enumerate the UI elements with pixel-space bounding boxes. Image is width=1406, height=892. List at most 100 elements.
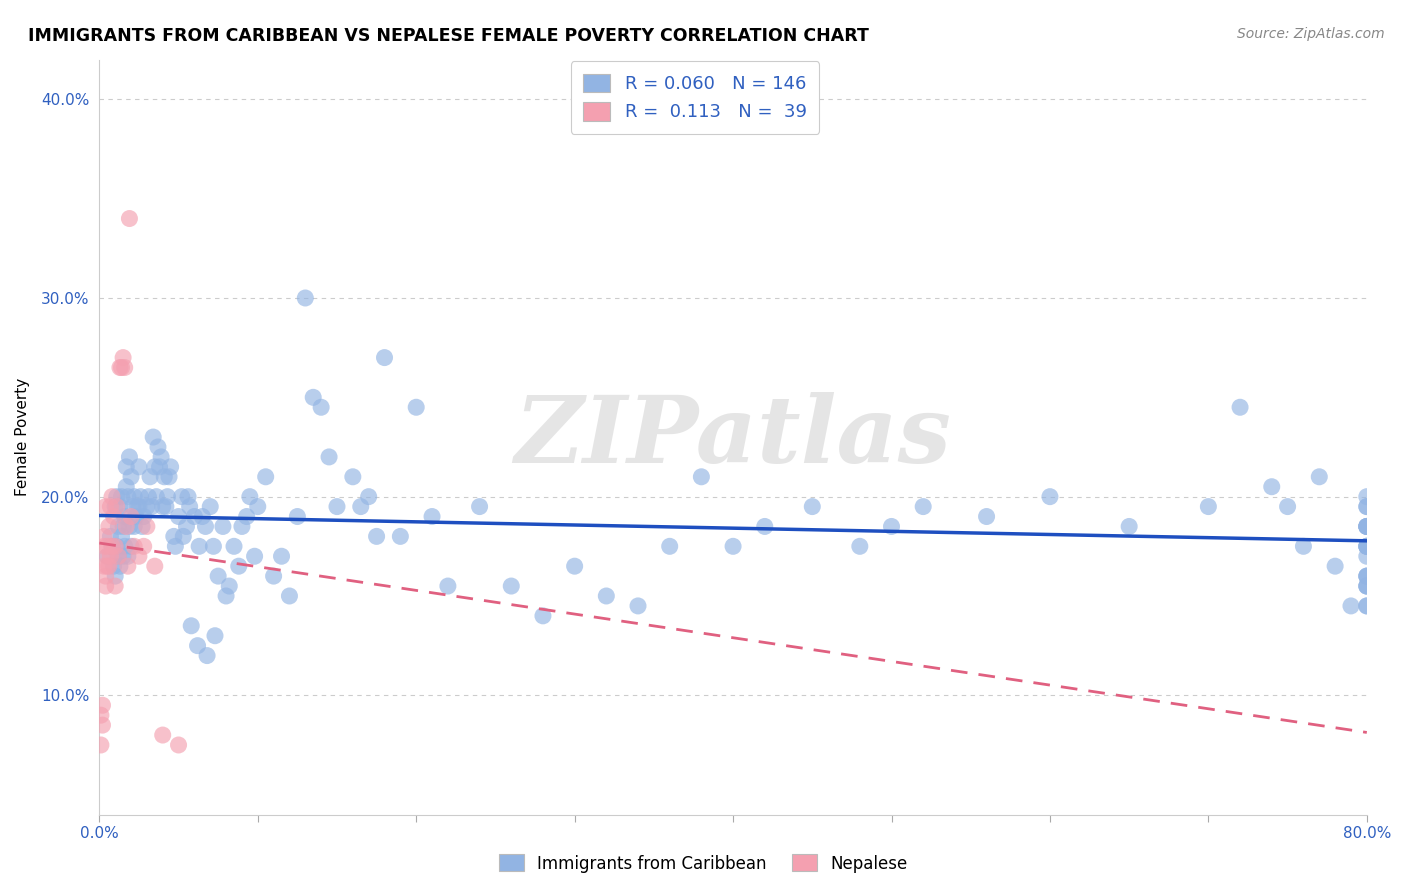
Point [373, 351, 395, 365]
Point [172, 529, 194, 543]
Point [128, 500, 150, 514]
Point [132, 539, 155, 553]
Point [101, 539, 124, 553]
Point [1355, 490, 1378, 504]
Point [104, 500, 127, 514]
Point [191, 509, 214, 524]
Point [1229, 401, 1251, 415]
Point [468, 500, 491, 514]
Point [100, 529, 122, 543]
Point [142, 430, 165, 444]
Point [122, 519, 145, 533]
Point [112, 351, 135, 365]
Point [120, 509, 142, 524]
Point [115, 459, 138, 474]
Point [143, 459, 166, 474]
Point [94, 579, 117, 593]
Point [207, 569, 229, 583]
Point [108, 360, 131, 375]
Point [1355, 549, 1378, 564]
Point [103, 559, 125, 574]
Point [108, 500, 131, 514]
Point [128, 549, 150, 564]
Point [215, 589, 238, 603]
Point [122, 490, 145, 504]
Point [100, 549, 122, 564]
Point [180, 619, 202, 633]
Point [120, 470, 142, 484]
Point [1355, 569, 1378, 583]
Point [200, 500, 222, 514]
Point [112, 549, 135, 564]
Point [110, 490, 132, 504]
Point [1340, 599, 1362, 613]
Point [96, 549, 118, 564]
Legend: Immigrants from Caribbean, Nepalese: Immigrants from Caribbean, Nepalese [492, 847, 914, 880]
Point [254, 470, 277, 484]
Point [627, 599, 650, 613]
Point [107, 549, 129, 564]
Point [157, 470, 180, 484]
Point [976, 509, 998, 524]
Point [114, 509, 136, 524]
Legend: R = 0.060   N = 146, R =  0.113   N =  39: R = 0.060 N = 146, R = 0.113 N = 39 [571, 61, 820, 134]
Point [1324, 559, 1347, 574]
Point [849, 539, 872, 553]
Point [270, 549, 292, 564]
Point [155, 500, 177, 514]
Point [195, 648, 218, 663]
Point [135, 519, 157, 533]
Point [167, 509, 190, 524]
Point [1355, 519, 1378, 533]
Point [107, 549, 129, 564]
Point [97, 559, 120, 574]
Point [1355, 579, 1378, 593]
Point [141, 500, 163, 514]
Point [146, 440, 169, 454]
Point [228, 559, 250, 574]
Point [1308, 470, 1330, 484]
Point [287, 509, 309, 524]
Point [235, 509, 257, 524]
Point [128, 459, 150, 474]
Point [366, 529, 388, 543]
Point [880, 519, 903, 533]
Point [104, 539, 127, 553]
Point [118, 519, 141, 533]
Point [121, 500, 143, 514]
Point [145, 490, 167, 504]
Point [389, 529, 412, 543]
Point [105, 539, 128, 553]
Point [1292, 539, 1315, 553]
Point [131, 519, 153, 533]
Point [243, 549, 266, 564]
Point [1355, 519, 1378, 533]
Point [1277, 500, 1299, 514]
Point [101, 539, 124, 553]
Point [1355, 599, 1378, 613]
Point [122, 539, 145, 553]
Point [101, 490, 124, 504]
Point [114, 539, 136, 553]
Point [129, 490, 152, 504]
Point [309, 401, 332, 415]
Point [239, 490, 262, 504]
Point [302, 390, 325, 404]
Point [188, 539, 211, 553]
Point [153, 470, 176, 484]
Point [595, 589, 617, 603]
Point [93, 529, 115, 543]
Point [94, 569, 117, 583]
Point [222, 539, 245, 553]
Point [179, 500, 201, 514]
Text: Source: ZipAtlas.com: Source: ZipAtlas.com [1237, 27, 1385, 41]
Point [1355, 579, 1378, 593]
Point [278, 589, 301, 603]
Point [170, 490, 193, 504]
Point [1355, 539, 1378, 553]
Point [912, 500, 935, 514]
Point [94, 500, 117, 514]
Point [114, 360, 136, 375]
Point [801, 500, 824, 514]
Point [115, 519, 138, 533]
